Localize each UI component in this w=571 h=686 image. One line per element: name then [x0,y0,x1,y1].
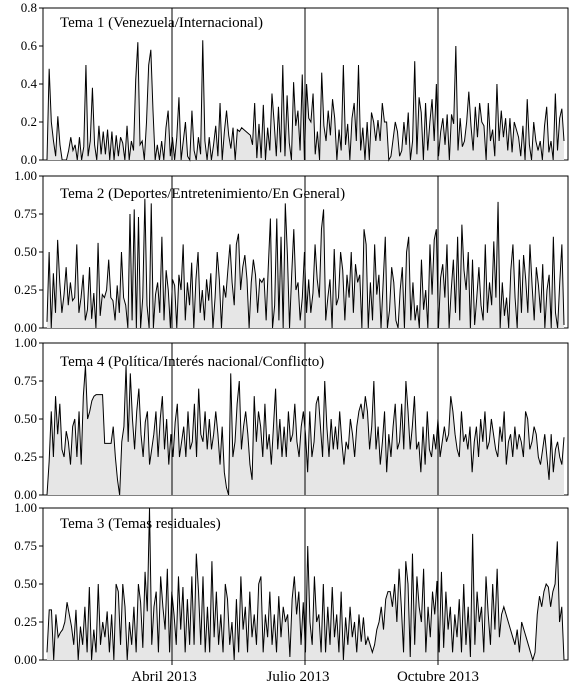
panel-3-ytick-label: 0.25 [14,449,37,464]
panel-4-title: Tema 3 (Temas residuales) [60,516,221,532]
panel-4-ytick-label: 0.00 [14,652,37,667]
panel-1-ytick-label: 0.8 [21,0,37,15]
panel-3-title: Tema 4 (Política/Interés nacional/Confli… [60,354,324,370]
panel-3-ytick-label: 1.00 [14,335,37,350]
panel-3-ytick-label: 0.75 [14,373,37,388]
panel-2-area [47,198,564,328]
panel-2-ytick-label: 0.50 [14,244,37,259]
panel-1-ytick-label: 0.4 [21,76,38,91]
panel-2-ytick-label: 1.00 [14,168,37,183]
x-label-octubre: Octubre 2013 [397,669,479,685]
panel-2-title: Tema 2 (Deportes/Entretenimiento/En Gene… [60,186,345,202]
panel-1-ytick-label: 0.2 [21,114,37,129]
panel-4-area [47,508,564,660]
panel-1-ytick-label: 0.6 [21,38,38,53]
panel-1-title: Tema 1 (Venezuela/Internacional) [60,15,263,31]
panel-3-area [47,365,564,495]
panel-2-ytick-label: 0.75 [14,206,37,221]
panel-1-ytick-label: 0.0 [21,152,37,167]
panel-4-ytick-label: 0.50 [14,576,37,591]
panel-2-ytick-label: 0.25 [14,282,37,297]
x-label-abril: Abril 2013 [131,669,196,685]
panel-3-ytick-label: 0.50 [14,411,37,426]
x-label-julio: Julio 2013 [267,669,330,685]
panel-2-ytick-label: 0.00 [14,320,37,335]
panel-4-ytick-label: 0.75 [14,538,37,553]
panel-4-ytick-label: 1.00 [14,500,37,515]
panel-3-ytick-label: 0.00 [14,487,37,502]
panel-4-ytick-label: 0.25 [14,614,37,629]
